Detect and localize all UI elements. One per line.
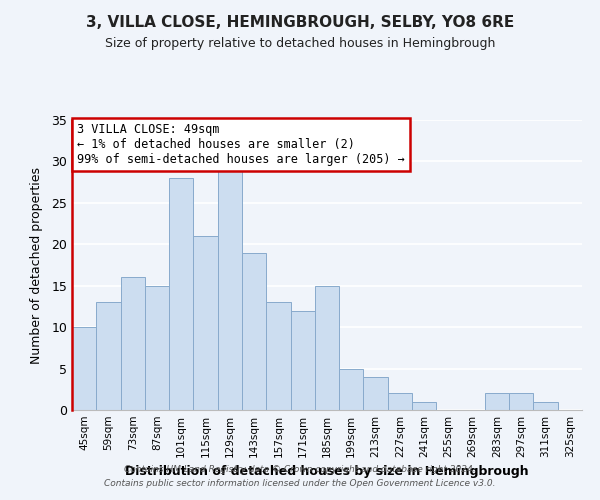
Bar bbox=[364, 377, 388, 410]
Bar bbox=[169, 178, 193, 410]
Bar bbox=[266, 302, 290, 410]
Bar bbox=[339, 368, 364, 410]
Text: 3 VILLA CLOSE: 49sqm
← 1% of detached houses are smaller (2)
99% of semi-detache: 3 VILLA CLOSE: 49sqm ← 1% of detached ho… bbox=[77, 123, 405, 166]
Bar bbox=[121, 278, 145, 410]
Bar bbox=[242, 252, 266, 410]
Bar bbox=[96, 302, 121, 410]
Bar bbox=[315, 286, 339, 410]
Bar bbox=[218, 170, 242, 410]
Bar bbox=[485, 394, 509, 410]
Bar bbox=[145, 286, 169, 410]
Bar bbox=[72, 327, 96, 410]
Bar bbox=[193, 236, 218, 410]
Bar bbox=[290, 310, 315, 410]
Text: Contains HM Land Registry data © Crown copyright and database right 2024.
Contai: Contains HM Land Registry data © Crown c… bbox=[104, 466, 496, 487]
Y-axis label: Number of detached properties: Number of detached properties bbox=[30, 166, 43, 364]
X-axis label: Distribution of detached houses by size in Hemingbrough: Distribution of detached houses by size … bbox=[125, 466, 529, 478]
Bar bbox=[388, 394, 412, 410]
Bar bbox=[412, 402, 436, 410]
Bar bbox=[509, 394, 533, 410]
Bar bbox=[533, 402, 558, 410]
Text: 3, VILLA CLOSE, HEMINGBROUGH, SELBY, YO8 6RE: 3, VILLA CLOSE, HEMINGBROUGH, SELBY, YO8… bbox=[86, 15, 514, 30]
Text: Size of property relative to detached houses in Hemingbrough: Size of property relative to detached ho… bbox=[105, 38, 495, 51]
